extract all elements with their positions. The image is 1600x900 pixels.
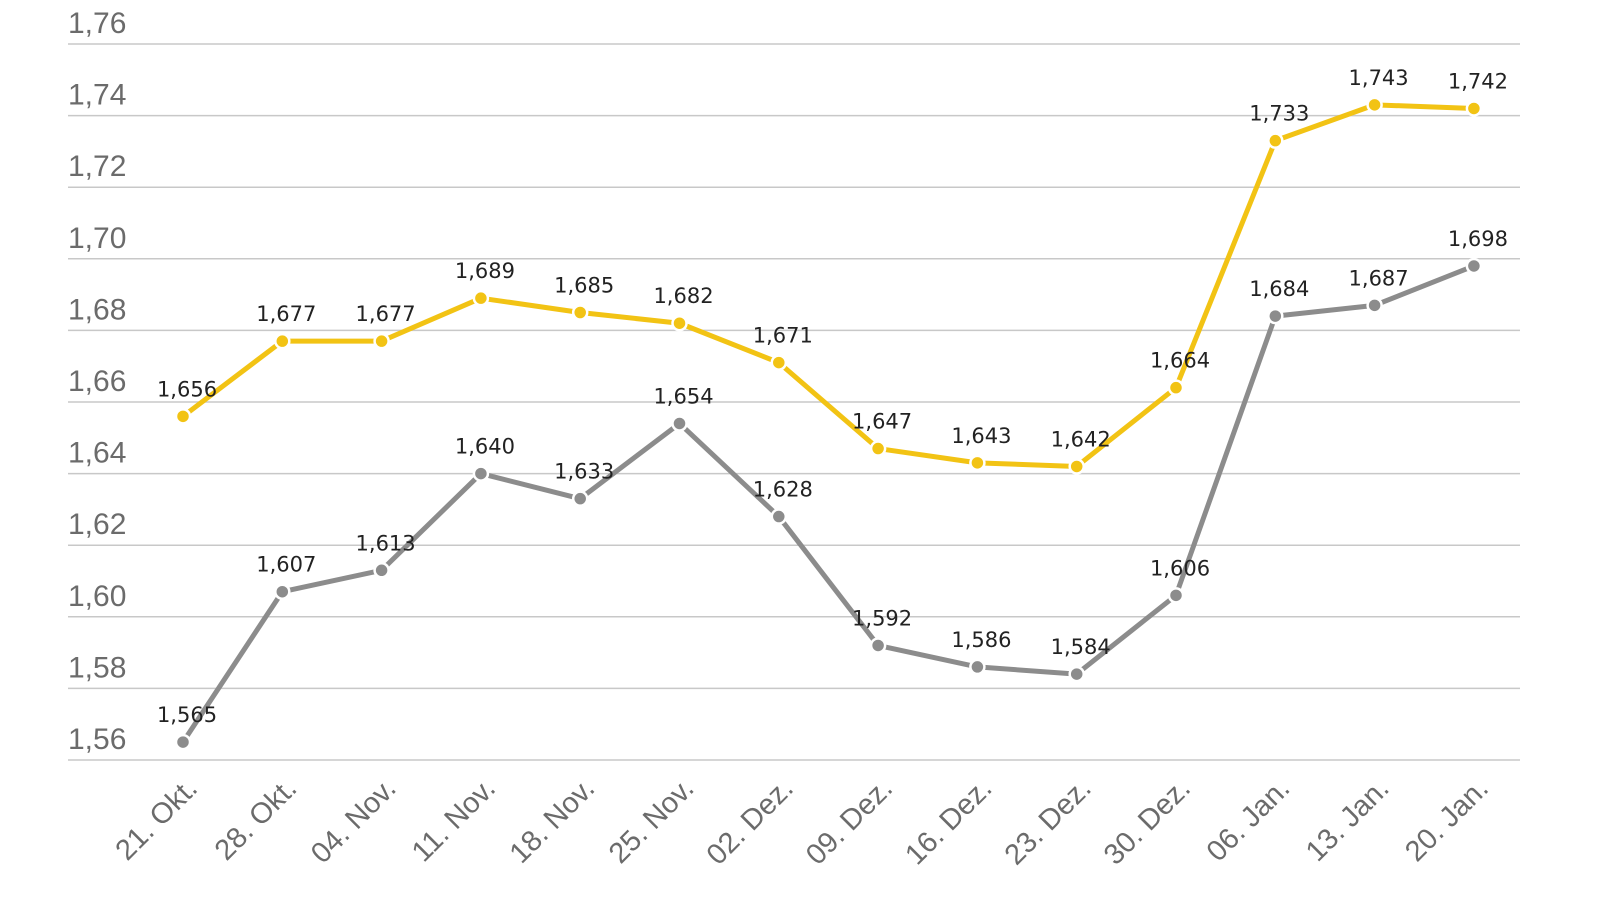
series-gray-data-label: 1,592 — [852, 606, 912, 630]
series-gray-point — [571, 490, 589, 507]
series-yellow-data-label: 1,685 — [554, 274, 614, 298]
series-gray-data-label: 1,607 — [256, 553, 316, 577]
series-yellow-point — [671, 314, 688, 332]
y-tick-label: 1,64 — [68, 437, 126, 470]
series-yellow-point — [1465, 100, 1483, 117]
series-gray-point — [274, 583, 291, 600]
x-axis: 21. Okt. 28. Okt. 04. Nov. 11. Nov. 18. Nov.… — [110, 772, 1495, 871]
series-gray-point — [1267, 307, 1284, 325]
series-yellow-line — [180, 102, 1477, 469]
series-gray-data-label: 1,628 — [753, 478, 813, 502]
y-tick-label: 1,56 — [68, 723, 126, 756]
series-gray-point — [671, 415, 688, 432]
series-gray-data-label: 1,613 — [356, 531, 416, 555]
x-tick-label: 04. Nov. — [305, 772, 402, 869]
series-yellow-data-label: 1,743 — [1349, 66, 1409, 90]
y-tick-label: 1,58 — [68, 651, 126, 684]
x-tick-label: 13. Jan. — [1300, 772, 1396, 868]
series-yellow-data-label: 1,689 — [455, 259, 515, 283]
series-yellow-point — [1068, 458, 1085, 475]
y-tick-label: 1,70 — [68, 222, 126, 255]
x-tick-label: 30. Dez. — [1098, 772, 1197, 871]
x-tick-label: 25. Nov. — [603, 772, 700, 869]
series-yellow-point — [1366, 96, 1383, 114]
y-tick-label: 1,74 — [68, 79, 126, 112]
series-yellow-point — [274, 332, 291, 350]
y-tick-label: 1,66 — [68, 365, 126, 398]
series-yellow-data-label: 1,664 — [1150, 349, 1210, 373]
series-gray-data-label: 1,687 — [1349, 266, 1409, 290]
series-yellow-point — [174, 408, 192, 425]
series-gray-line — [180, 263, 1477, 745]
series-gray-data-label: 1,654 — [653, 384, 713, 408]
series-gray-point — [1465, 257, 1483, 275]
series-yellow-data-label: 1,733 — [1249, 102, 1309, 126]
series-yellow-data-label: 1,682 — [653, 284, 713, 308]
y-tick-label: 1,60 — [68, 580, 126, 613]
x-tick-label: 20. Jan. — [1399, 772, 1495, 868]
x-tick-label: 28. Okt. — [209, 772, 303, 866]
x-tick-label: 11. Nov. — [406, 772, 502, 868]
series-yellow-data-label: 1,647 — [852, 410, 912, 434]
series-yellow-data-label: 1,671 — [753, 324, 813, 348]
series-gray-data-label: 1,586 — [951, 628, 1011, 652]
series-yellow-data-label: 1,742 — [1448, 69, 1508, 93]
y-tick-label: 1,72 — [68, 150, 126, 183]
series-yellow-data-label: 1,642 — [1051, 427, 1111, 451]
series-gray-data-label: 1,606 — [1150, 556, 1210, 580]
series-gray-data-label: 1,633 — [554, 460, 614, 484]
series-gray-point — [869, 637, 887, 654]
series-gray-point — [1167, 587, 1185, 604]
series-gray-point — [1366, 297, 1383, 314]
series-gray-point — [472, 465, 490, 482]
series-yellow-data-label: 1,677 — [256, 302, 316, 326]
x-tick-label: 18. Nov. — [504, 772, 601, 869]
series-gray-data-label: 1,640 — [455, 435, 515, 459]
series-yellow-data-label: 1,643 — [951, 424, 1011, 448]
data-labels: 1,656 1,677 1,677 1,689 1,685 1,682 1,671 1,647… — [157, 66, 1508, 727]
x-tick-label: 09. Dez. — [800, 772, 899, 871]
series-yellow-data-label: 1,677 — [356, 302, 416, 326]
series-yellow-point — [472, 289, 490, 307]
series-yellow-point — [1167, 379, 1185, 396]
series-yellow-data-label: 1,656 — [157, 377, 217, 401]
y-tick-label: 1,62 — [68, 508, 126, 541]
y-tick-label: 1,68 — [68, 293, 126, 326]
series-yellow-point — [869, 440, 887, 457]
series-group — [174, 96, 1483, 751]
series-gray-point — [1068, 665, 1085, 683]
x-tick-label: 06. Jan. — [1201, 772, 1297, 868]
grid-lines — [68, 43, 1520, 761]
x-tick-label: 02. Dez. — [701, 772, 800, 871]
series-yellow-point — [1267, 132, 1284, 149]
series-gray-data-label: 1,565 — [157, 703, 217, 727]
series-gray-point — [373, 562, 390, 579]
x-tick-label: 23. Dez. — [999, 772, 1098, 871]
series-gray-point — [969, 658, 986, 676]
y-axis: 1,56 1,58 1,60 1,62 1,64 1,66 1,68 1,70 1,72 1,74… — [68, 7, 126, 756]
y-tick-label: 1,76 — [68, 7, 126, 40]
series-gray-point — [770, 508, 788, 525]
series-gray-data-label: 1,684 — [1249, 277, 1309, 301]
x-tick-label: 16. Dez. — [899, 772, 998, 871]
x-tick-label: 21. Okt. — [110, 772, 204, 866]
series-yellow-point — [373, 332, 390, 350]
series-gray-data-label: 1,698 — [1448, 227, 1508, 251]
series-gray-point — [174, 733, 192, 751]
series-yellow-point — [571, 304, 589, 321]
series-yellow-point — [770, 354, 788, 371]
series-yellow-point — [969, 454, 986, 472]
series-gray-data-label: 1,584 — [1051, 635, 1111, 659]
